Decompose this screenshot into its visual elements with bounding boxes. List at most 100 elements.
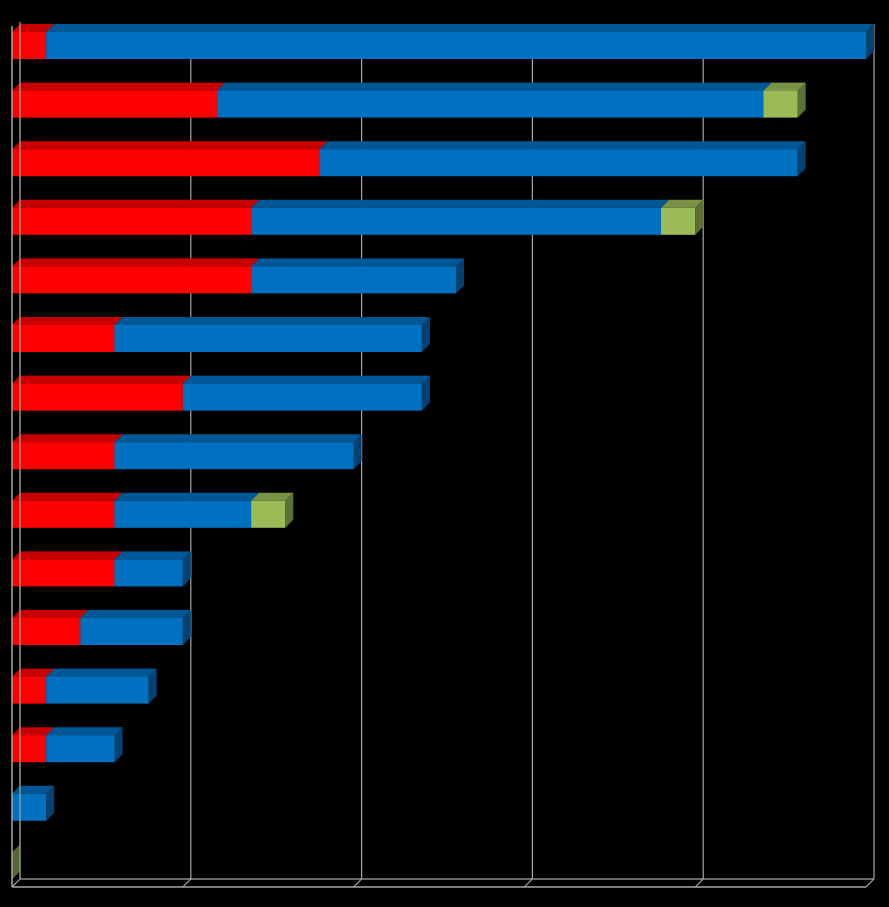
bar-top-r4-s1 [12,199,260,208]
bar-top-r2-s1 [12,82,225,91]
bar-r12-s2 [46,676,149,704]
bar-r1-s2 [46,32,867,59]
bar-r11-s1 [12,618,81,645]
bar-top-r6-s1 [12,317,123,325]
bar-row-2 [12,82,806,118]
bar-top-r14-s2 [12,785,55,794]
bar-r14-s2 [12,793,47,821]
bar-end-r14 [46,785,55,821]
bar-r11-s2 [80,618,183,645]
bar-r8-s2 [114,442,354,470]
bar-r4-s2 [251,207,662,235]
bar-r7-s2 [182,383,422,411]
bar-row-15 [12,844,20,880]
bar-top-r3-s2 [319,141,806,150]
bar-r4-s3 [661,207,696,235]
floor-gridline-10 [353,878,363,888]
bar-r12-s1 [12,676,47,704]
bar-row-1 [12,24,875,59]
bar-end-r12 [148,668,157,704]
bar-top-r1-s1 [12,24,55,32]
bar-top-r3-s1 [12,141,328,150]
bar-end-r6 [421,317,430,352]
bar-top-r8-s2 [114,434,362,443]
bar-row-12 [12,668,157,704]
bar-row-13 [12,727,123,763]
bar-end-r9 [285,492,294,528]
bar-r3-s2 [319,149,798,177]
bar-end-r13 [114,727,123,763]
bar-row-4 [12,199,704,235]
bar-end-r15 [12,844,20,880]
bar-row-7 [12,375,430,411]
bar-top-r13-s2 [46,727,123,736]
bar-top-r2-s2 [216,82,772,91]
bar-top-r7-s2 [182,375,430,384]
bar-r9-s1 [12,500,115,528]
bar-end-r8 [353,434,362,470]
bar-top-r4-s2 [251,199,670,208]
bar-top-r11-s1 [12,610,89,618]
floor-gridline-20 [694,878,704,888]
bar-top-r4-s3 [661,199,704,208]
axes [11,22,874,888]
bar-r4-s1 [12,207,252,235]
floor-gridline-5 [182,878,192,888]
bar-row-5 [12,258,465,294]
bar-r6-s2 [114,325,422,352]
bar-row-3 [12,141,806,177]
bar-top-r7-s1 [12,375,191,384]
bar-end-r4 [695,199,704,235]
floor-gridline-0 [11,878,21,888]
bar-top-r1-s2 [46,24,875,32]
bar-r9-s3 [251,500,286,528]
bar-row-10 [12,551,191,587]
bar-r5-s2 [251,266,457,294]
bar-top-r8-s1 [12,434,123,443]
bar-r6-s1 [12,325,115,352]
bar-r10-s2 [114,559,183,587]
bars [12,24,875,880]
bar-top-r5-s1 [12,258,260,267]
bar-end-r3 [797,141,806,177]
bar-r8-s1 [12,442,115,470]
bar-row-8 [12,434,362,470]
bar-end-r1 [866,24,874,59]
bar-end-r2 [797,82,806,118]
bar-top-r11-s2 [80,610,191,618]
bar-end-r7 [421,375,430,411]
bar-r2-s2 [216,90,764,118]
bar-r2-s3 [763,90,798,118]
bar-r7-s1 [12,383,183,411]
bar-r13-s1 [12,735,47,763]
bar-r3-s1 [12,149,320,177]
bar-top-r9-s1 [12,492,123,501]
bar-top-r6-s2 [114,317,430,325]
bar-end-r5 [456,258,465,294]
bar-r9-s2 [114,500,252,528]
bar-r5-s1 [12,266,252,294]
bar-r10-s1 [12,559,115,587]
floor-gridline-25 [865,878,875,888]
bar-row-6 [12,317,430,352]
bar-top-r10-s1 [12,551,123,560]
bar-r13-s2 [46,735,115,763]
bar-top-r2-s3 [763,82,806,91]
bar-end-r10 [182,551,191,587]
bar-top-r13-s1 [12,727,55,736]
bar-top-r12-s1 [12,668,55,677]
bar-top-r12-s2 [46,668,157,677]
bar-top-r9-s3 [251,492,294,501]
floor-gridline-15 [523,878,533,888]
bar-row-9 [12,492,294,528]
bar-top-r10-s2 [114,551,191,560]
bar-row-14 [12,785,55,821]
bar-top-r5-s2 [251,258,465,267]
bar-end-r11 [182,610,191,645]
bar-top-r9-s2 [114,492,260,501]
bar-r1-s1 [12,32,47,59]
bar-r2-s1 [12,90,217,118]
bar-row-11 [12,610,191,645]
